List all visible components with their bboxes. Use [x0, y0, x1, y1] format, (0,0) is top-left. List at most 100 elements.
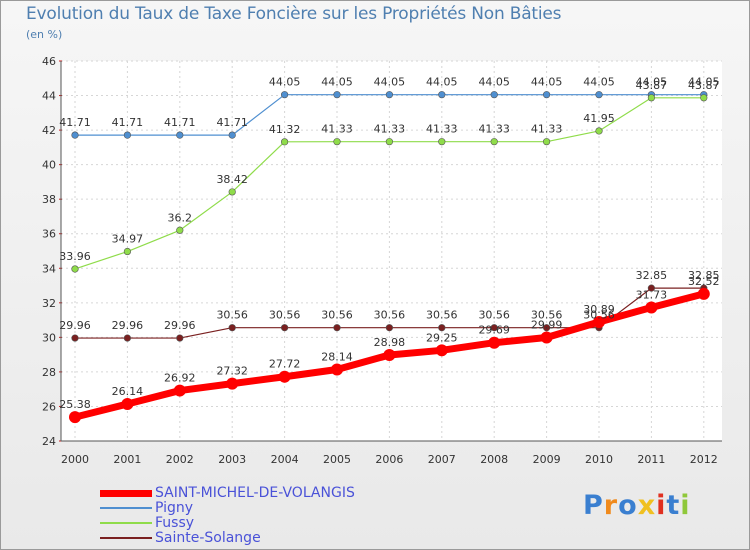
- point-saint-michel-de-volangis-2011: [645, 301, 658, 314]
- point-pigny-2004: [281, 91, 289, 99]
- y-tick-label-36: 36: [42, 228, 56, 241]
- point-pigny-2005: [333, 91, 341, 99]
- data-label-sainte-solange-2011: 32.85: [636, 269, 668, 282]
- y-tick-label-32: 32: [42, 297, 56, 310]
- data-label-fussy-2009: 41.33: [531, 123, 563, 136]
- data-label-fussy-2007: 41.33: [426, 123, 458, 136]
- data-label-sainte-solange-2009: 30.56: [531, 309, 563, 322]
- y-tick-label-40: 40: [42, 159, 56, 172]
- y-tick-label-44: 44: [42, 90, 56, 103]
- data-label-saint-michel-de-volangis-2011: 31.73: [636, 288, 668, 301]
- point-saint-michel-de-volangis-2000: [69, 411, 81, 424]
- point-pigny-2007: [438, 91, 446, 99]
- y-tick-label-28: 28: [42, 366, 56, 379]
- data-label-pigny-2012: 44.05: [688, 76, 720, 89]
- logo-letter: i: [656, 490, 667, 521]
- data-label-pigny-2009: 44.05: [531, 76, 563, 89]
- data-label-fussy-2003: 38.42: [216, 173, 248, 186]
- point-pigny-2006: [385, 91, 394, 99]
- x-tick-label-2006: 2006: [375, 453, 403, 466]
- point-saint-michel-de-volangis-2002: [173, 384, 186, 397]
- logo-letter: i: [680, 490, 691, 521]
- point-fussy-2000: [71, 265, 79, 273]
- data-label-sainte-solange-2000: 29.96: [59, 319, 91, 332]
- point-pigny-2003: [228, 131, 236, 139]
- data-label-fussy-2006: 41.33: [374, 123, 406, 136]
- point-fussy-2011: [647, 94, 656, 102]
- data-label-fussy-2000: 33.96: [59, 250, 91, 263]
- point-sainte-solange-2005: [333, 324, 341, 332]
- point-sainte-solange-2004: [281, 324, 289, 332]
- data-label-saint-michel-de-volangis-2005: 28.14: [321, 350, 353, 363]
- data-label-saint-michel-de-volangis-2001: 26.14: [112, 385, 144, 398]
- data-label-fussy-2004: 41.32: [269, 123, 301, 136]
- point-pigny-2002: [176, 131, 184, 139]
- point-fussy-2005: [333, 138, 341, 146]
- point-sainte-solange-2011: [647, 284, 656, 292]
- y-tick-label-42: 42: [42, 124, 56, 137]
- logo-letter: o: [618, 490, 638, 521]
- point-fussy-2006: [385, 138, 394, 146]
- data-label-saint-michel-de-volangis-2006: 28.98: [374, 336, 406, 349]
- x-tick-label-2011: 2011: [637, 453, 665, 466]
- point-sainte-solange-2002: [176, 334, 184, 342]
- point-pigny-2009: [542, 91, 551, 99]
- data-label-pigny-2001: 41.71: [112, 116, 144, 129]
- data-label-fussy-2008: 41.33: [478, 123, 510, 136]
- point-fussy-2010: [595, 127, 603, 135]
- x-tick-label-2001: 2001: [113, 453, 141, 466]
- point-sainte-solange-2008: [490, 324, 498, 332]
- point-saint-michel-de-volangis-2004: [278, 370, 291, 383]
- x-tick-label-2002: 2002: [166, 453, 194, 466]
- x-tick-label-2007: 2007: [428, 453, 456, 466]
- y-tick-label-38: 38: [42, 193, 56, 206]
- data-label-pigny-2002: 41.71: [164, 116, 196, 129]
- data-label-pigny-2008: 44.05: [478, 76, 510, 89]
- y-tick-label-24: 24: [42, 435, 56, 448]
- point-saint-michel-de-volangis-2007: [435, 344, 448, 357]
- data-label-pigny-2003: 41.71: [216, 116, 248, 129]
- point-fussy-2003: [228, 188, 236, 196]
- data-label-pigny-2010: 44.05: [583, 76, 615, 89]
- data-label-saint-michel-de-volangis-2004: 27.72: [269, 358, 301, 371]
- point-fussy-2001: [123, 247, 131, 256]
- chart-title: Evolution du Taux de Taxe Foncière sur l…: [26, 4, 562, 24]
- data-label-sainte-solange-2002: 29.96: [164, 319, 196, 332]
- data-label-fussy-2001: 34.97: [112, 233, 144, 246]
- legend-swatch-sainte-solange: [100, 537, 152, 539]
- y-tick-label-30: 30: [42, 331, 56, 344]
- point-sainte-solange-2001: [123, 334, 131, 342]
- data-label-saint-michel-de-volangis-2000: 25.38: [59, 398, 91, 411]
- point-sainte-solange-2000: [71, 334, 79, 342]
- legend-label-sainte-solange: Sainte-Solange: [155, 530, 261, 546]
- y-tick-label-46: 46: [42, 55, 56, 68]
- point-saint-michel-de-volangis-2006: [383, 348, 396, 361]
- data-label-fussy-2010: 41.95: [583, 112, 615, 125]
- point-fussy-2012: [700, 94, 708, 102]
- point-saint-michel-de-volangis-2001: [121, 398, 134, 411]
- logo-letter: x: [637, 490, 657, 521]
- point-pigny-2008: [490, 91, 498, 99]
- x-tick-label-2004: 2004: [271, 453, 299, 466]
- proxiti-logo: Proxiti: [583, 490, 691, 521]
- data-label-pigny-2004: 44.05: [269, 76, 301, 89]
- data-label-saint-michel-de-volangis-2008: 29.69: [478, 324, 510, 337]
- data-label-sainte-solange-2004: 30.56: [269, 309, 301, 322]
- point-fussy-2009: [542, 138, 551, 146]
- data-label-saint-michel-de-volangis-2002: 26.92: [164, 372, 196, 385]
- legend-label-fussy: Fussy: [155, 515, 195, 531]
- data-label-saint-michel-de-volangis-2003: 27.32: [216, 365, 248, 378]
- data-label-fussy-2005: 41.33: [321, 123, 353, 136]
- data-label-fussy-2011: 43.87: [636, 79, 668, 92]
- data-label-sainte-solange-2007: 30.56: [426, 309, 458, 322]
- x-tick-label-2009: 2009: [533, 453, 561, 466]
- data-label-fussy-2002: 36.2: [168, 211, 193, 224]
- data-label-sainte-solange-2012: 32.85: [688, 269, 720, 282]
- point-saint-michel-de-volangis-2003: [226, 377, 239, 390]
- data-label-saint-michel-de-volangis-2007: 29.25: [426, 331, 458, 344]
- data-label-sainte-solange-2005: 30.56: [321, 309, 353, 322]
- point-pigny-2010: [595, 91, 603, 99]
- unit-label: (en %): [26, 28, 63, 41]
- legend-label-saint-michel: SAINT-MICHEL-DE-VOLANGIS: [155, 485, 355, 501]
